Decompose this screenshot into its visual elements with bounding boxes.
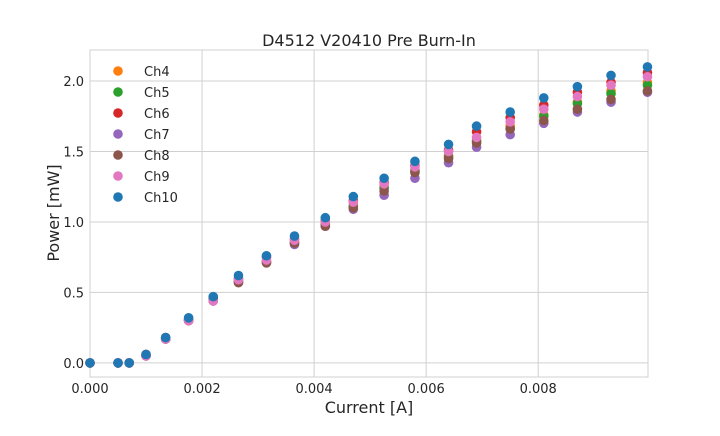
y-tick-label: 0.5	[63, 286, 84, 301]
legend-marker	[113, 192, 123, 202]
data-point	[443, 146, 454, 157]
legend-marker	[113, 87, 123, 97]
data-point	[233, 270, 244, 281]
grid	[89, 50, 648, 377]
data-point	[606, 70, 616, 81]
legend-marker	[113, 171, 123, 181]
series-ch5	[85, 80, 653, 368]
tick-labels: 0.000 0.002 0.004 0.006 0.008 0.0 0.5 1.0 1.5 2.0	[63, 75, 556, 397]
legend-label: Ch4	[144, 65, 170, 80]
data-point	[642, 62, 653, 72]
data-point	[320, 212, 331, 223]
series-ch7	[85, 87, 653, 368]
legend-label: Ch9	[144, 170, 170, 185]
x-tick-label: 0.008	[520, 382, 557, 397]
legend-label: Ch7	[144, 128, 170, 143]
y-tick-label: 1.5	[63, 145, 84, 160]
legend-label: Ch8	[144, 149, 170, 164]
legend: Ch4 Ch5 Ch6 Ch7 Ch8 Ch9 Ch10	[113, 65, 178, 206]
legend-marker	[113, 150, 123, 160]
data-points	[85, 62, 653, 368]
data-point	[113, 358, 123, 368]
legend-label: Ch6	[144, 107, 170, 122]
x-tick-label: 0.002	[183, 382, 220, 397]
y-axis-label: Power [mW]	[44, 164, 63, 261]
data-point	[124, 358, 135, 368]
series-ch10	[85, 62, 653, 368]
data-point	[261, 250, 272, 261]
data-point	[606, 80, 616, 91]
legend-marker	[113, 108, 123, 118]
data-point	[538, 115, 549, 126]
y-tick-label: 2.0	[63, 75, 84, 90]
series-ch4	[85, 77, 653, 368]
x-tick-label: 0.006	[408, 382, 445, 397]
data-point	[208, 291, 219, 302]
data-point	[538, 93, 549, 103]
x-tick-label: 0.004	[295, 382, 332, 397]
data-point	[538, 104, 549, 114]
series-ch6	[85, 67, 653, 368]
chart-title: D4512 V20410 Pre Burn-In	[262, 31, 476, 50]
data-point	[348, 191, 359, 202]
data-point	[505, 124, 515, 134]
data-point	[572, 91, 583, 102]
data-point	[289, 231, 300, 241]
series-ch8	[85, 86, 653, 368]
data-point	[160, 332, 171, 343]
plot-frame	[89, 49, 649, 378]
data-point	[183, 313, 194, 323]
data-point	[471, 121, 482, 131]
series-ch9	[85, 71, 653, 368]
legend-label: Ch10	[144, 191, 178, 206]
x-axis-label: Current [A]	[325, 398, 414, 417]
data-point	[379, 186, 389, 196]
data-point	[642, 86, 653, 96]
legend-label: Ch5	[144, 86, 170, 101]
y-tick-label: 1.0	[63, 216, 84, 231]
data-point	[572, 81, 583, 92]
legend-marker	[113, 129, 123, 139]
data-point	[443, 139, 454, 150]
data-point	[642, 71, 653, 82]
data-point	[505, 117, 515, 127]
data-point	[471, 132, 482, 143]
data-point	[606, 94, 616, 105]
legend-marker	[113, 66, 123, 76]
data-point	[410, 156, 420, 167]
data-point	[379, 173, 389, 184]
x-tick-label: 0.000	[71, 382, 108, 397]
data-point	[505, 107, 515, 117]
data-point	[572, 104, 583, 114]
data-point	[85, 358, 95, 368]
data-point	[443, 153, 454, 164]
data-point	[141, 349, 151, 360]
y-tick-label: 0.0	[63, 357, 84, 372]
